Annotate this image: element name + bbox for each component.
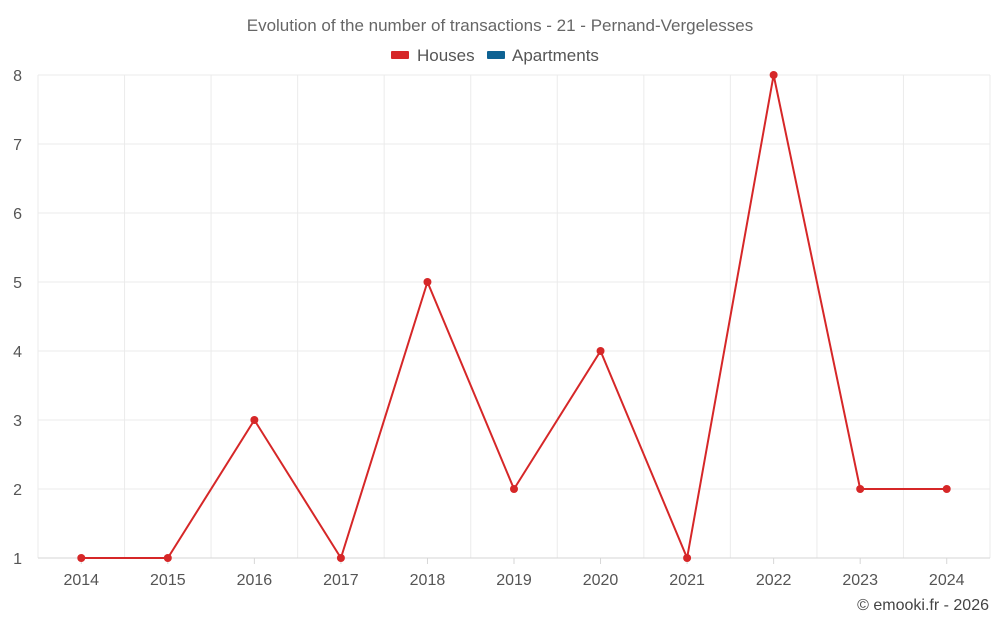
data-point[interactable] — [423, 278, 432, 286]
x-tick-label: 2020 — [583, 572, 619, 589]
x-tick-label: 2015 — [150, 572, 186, 589]
data-point[interactable] — [336, 554, 345, 562]
data-point[interactable] — [77, 554, 86, 562]
y-tick-label: 4 — [13, 344, 22, 361]
y-tick-label: 2 — [13, 482, 22, 499]
y-tick-label: 7 — [13, 137, 22, 154]
y-tick-label: 8 — [13, 68, 22, 85]
x-axis-ticks: 2014 2015 2016 2017 2018 2019 2020 2021 2022 2023… — [63, 558, 965, 589]
y-tick-label: 5 — [13, 275, 22, 292]
data-point[interactable] — [942, 485, 951, 493]
legend-swatch-houses — [391, 51, 409, 59]
y-tick-label: 1 — [13, 551, 22, 568]
x-tick-label: 2014 — [63, 572, 99, 589]
legend-label-apartments: Apartments — [512, 46, 599, 65]
data-point[interactable] — [596, 347, 605, 355]
x-tick-label: 2024 — [929, 572, 965, 589]
chart-title: Evolution of the number of transactions … — [247, 16, 754, 35]
x-tick-label: 2017 — [323, 572, 359, 589]
y-tick-label: 3 — [13, 413, 22, 430]
data-point[interactable] — [683, 554, 692, 562]
legend-item-apartments[interactable]: Apartments — [487, 46, 599, 65]
legend: Houses Apartments — [391, 46, 599, 65]
x-tick-label: 2016 — [237, 572, 273, 589]
y-tick-label: 6 — [13, 206, 22, 223]
x-tick-label: 2023 — [842, 572, 878, 589]
data-point[interactable] — [510, 485, 518, 493]
legend-swatch-apartments — [487, 51, 505, 59]
x-tick-label: 2018 — [410, 572, 446, 589]
legend-label-houses: Houses — [417, 46, 475, 65]
x-tick-label: 2019 — [496, 572, 532, 589]
data-point[interactable] — [163, 554, 172, 562]
credit-text: © emooki.fr - 2026 — [857, 597, 989, 614]
data-point[interactable] — [856, 485, 865, 493]
x-tick-label: 2022 — [756, 572, 792, 589]
y-axis-ticks: 1 2 3 4 5 6 7 8 — [13, 68, 22, 568]
x-tick-label: 2021 — [669, 572, 705, 589]
data-point[interactable] — [769, 71, 778, 79]
legend-item-houses[interactable]: Houses — [391, 46, 475, 65]
series-houses — [77, 71, 951, 562]
data-point[interactable] — [250, 416, 259, 424]
